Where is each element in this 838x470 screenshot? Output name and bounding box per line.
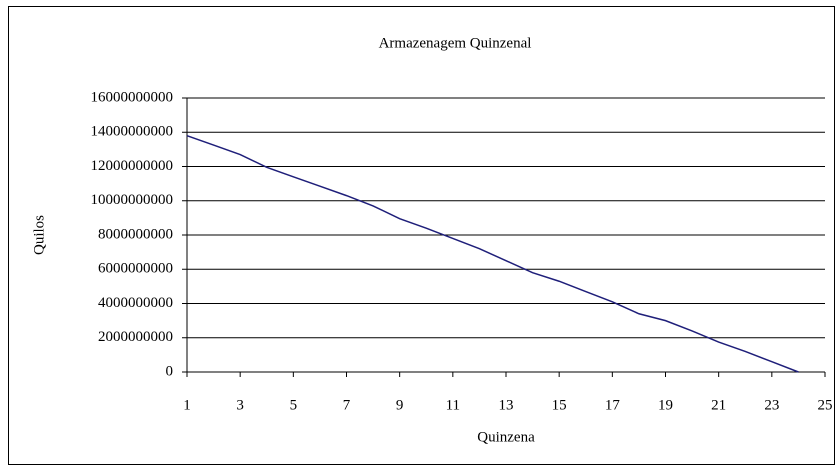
y-tick-label: 4000000000 [98,295,173,311]
x-tick-label: 1 [183,397,191,413]
x-tick-label: 3 [236,397,244,413]
y-tick-label: 10000000000 [91,192,174,208]
y-tick-label: 0 [166,363,174,379]
y-tick-label: 6000000000 [98,261,173,277]
x-tick-label: 7 [343,397,351,413]
x-tick-label: 15 [552,397,567,413]
x-tick-label: 9 [396,397,404,413]
y-tick-label: 16000000000 [91,89,174,105]
x-tick-label: 17 [605,397,621,413]
chart-title: Armazenagem Quinzenal [379,35,532,51]
data-line [186,134,799,373]
x-tick-label: 25 [818,397,833,413]
y-tick-label: 8000000000 [98,226,173,242]
x-tick-label: 23 [764,397,779,413]
y-axis-label: Quilos [31,215,47,255]
y-tick-label: 2000000000 [98,329,173,345]
x-axis-label: Quinzena [477,429,535,445]
x-tick-label: 5 [290,397,298,413]
y-tick-label: 14000000000 [91,124,174,140]
x-tick-label: 13 [499,397,514,413]
x-tick-label: 19 [658,397,673,413]
x-tick-label: 21 [711,397,726,413]
x-tick-label: 11 [446,397,460,413]
y-tick-label: 12000000000 [91,158,174,174]
